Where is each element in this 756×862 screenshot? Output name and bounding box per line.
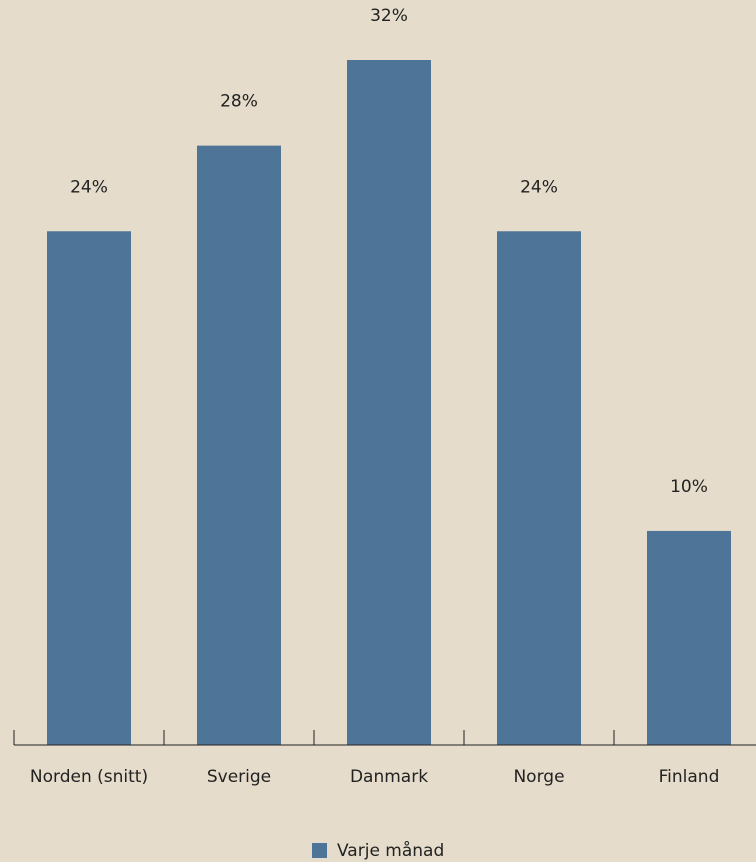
bar: [197, 145, 281, 745]
x-tick-label: Norge: [513, 767, 564, 787]
legend-label: Varje månad: [337, 840, 444, 861]
legend-swatch: [312, 843, 327, 858]
x-tick-label: Norden (snitt): [30, 767, 148, 787]
x-tick-label: Danmark: [350, 767, 428, 787]
value-label: 10%: [670, 477, 708, 497]
bar: [47, 231, 131, 745]
bar: [347, 60, 431, 745]
bar: [497, 231, 581, 745]
x-tick-label: Finland: [659, 767, 720, 787]
bar: [647, 530, 731, 745]
value-label: 32%: [370, 6, 408, 26]
value-label: 24%: [520, 177, 558, 197]
value-label: 24%: [70, 177, 108, 197]
x-tick-label: Sverige: [207, 767, 271, 787]
value-label: 28%: [220, 92, 258, 112]
